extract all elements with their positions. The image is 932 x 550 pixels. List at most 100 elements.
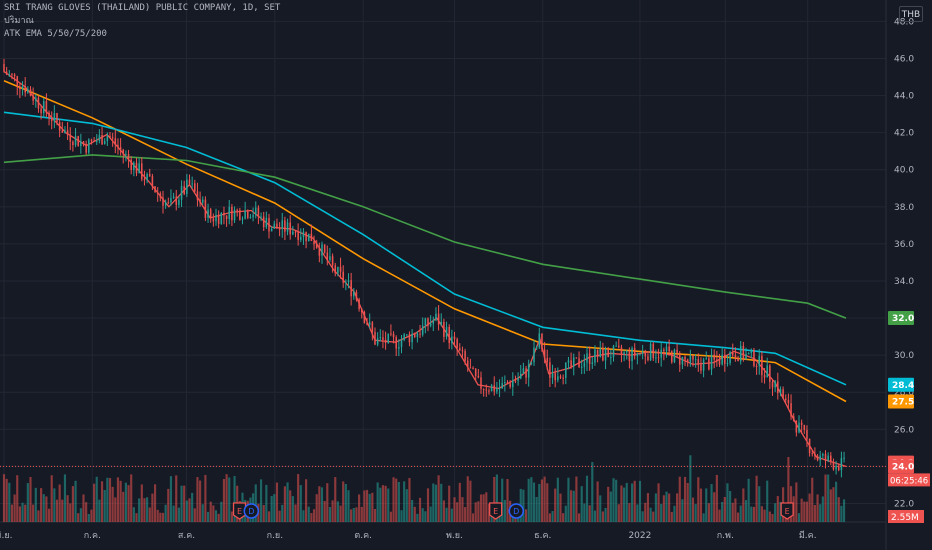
volume-bar (106, 477, 109, 522)
volume-bar (723, 497, 726, 522)
volume-bar (339, 505, 342, 522)
candle-body (840, 458, 843, 471)
legend-volume[interactable]: ปริมาณ (4, 16, 34, 26)
candle-body (822, 453, 824, 456)
candle-body (443, 321, 445, 337)
candle-body (345, 281, 347, 283)
candle-body (710, 354, 713, 370)
volume-bar (445, 507, 448, 522)
price-label: 27.5 (892, 397, 914, 407)
candle-body (660, 349, 662, 358)
candle-body (406, 334, 408, 336)
volume-bar (188, 498, 191, 522)
candle-body (716, 359, 718, 361)
candle-body (559, 376, 562, 378)
candle-body (832, 461, 835, 470)
candle-body (448, 326, 450, 344)
volume-bar (124, 482, 127, 522)
candle-body (543, 349, 546, 358)
ema-line (3, 111, 847, 386)
volume-bar (177, 507, 180, 522)
candle-body (782, 389, 784, 399)
candle-body (480, 377, 482, 389)
volume-bar (350, 509, 353, 522)
volume-bar (448, 485, 451, 522)
volume-bar (583, 503, 586, 522)
volume-bar (768, 511, 771, 522)
volume-bar (697, 477, 700, 522)
candle-body (649, 343, 652, 361)
legend-symbol[interactable]: SRI TRANG GLOVES (THAILAND) PUBLIC COMPA… (4, 3, 281, 13)
volume-bar (225, 474, 228, 522)
candle-body (368, 322, 371, 325)
candle-body (538, 333, 541, 348)
event-letter: E (237, 507, 242, 516)
candle-body (429, 323, 432, 326)
candle-body (141, 163, 143, 180)
candle-body (641, 351, 644, 354)
volume-bar (156, 509, 159, 522)
volume-bar (58, 484, 61, 522)
volume-bar (842, 499, 846, 522)
candle-body (53, 113, 56, 122)
volume-bar (222, 479, 226, 522)
candle-body (811, 453, 814, 455)
volume-bar (800, 498, 803, 522)
candle-body (154, 186, 156, 193)
currency-button[interactable]: THB (899, 6, 923, 22)
time-tick-label: มิ.ย. (0, 530, 12, 541)
volume-bar (199, 480, 202, 522)
candle-body (286, 222, 289, 232)
volume-bar (24, 504, 27, 522)
ema-lines (3, 70, 847, 468)
candle-body (618, 345, 620, 348)
candle-body (350, 280, 352, 297)
candle-body (692, 355, 694, 360)
candle-body (676, 349, 678, 353)
volume-bar (172, 505, 175, 522)
volume-bar (373, 509, 377, 522)
volume-bar (381, 485, 385, 522)
volume-bar (503, 500, 506, 522)
candle-body (784, 398, 787, 400)
volume-bar (299, 485, 302, 522)
volume-bar (148, 507, 151, 522)
volume-bar (461, 497, 464, 522)
candle-body (215, 214, 217, 222)
volume-bar (294, 504, 297, 522)
volume-bar (259, 479, 263, 522)
price-tick-label: 22.0 (894, 499, 914, 509)
candle-body (392, 333, 395, 338)
volume-bar (323, 500, 326, 522)
candle-body (114, 138, 117, 145)
candle-body (750, 349, 753, 354)
volume-bar (32, 504, 35, 522)
time-axis[interactable]: มิ.ย. ก.ค. ส.ค. ก.ย. ต.ค. พ.ย. ธ.ค. 2022 ก.พ. มี.… (0, 530, 817, 541)
time-tick-label: ก.ย. (267, 531, 283, 541)
volume-bar (273, 494, 276, 522)
price-axis[interactable]: 22.0 24.0 26.0 28.0 30.0 32.0 34.0 36.0 38.0 40.0… (888, 17, 930, 523)
candle-body (48, 112, 50, 119)
volume-bar (416, 513, 419, 522)
candle-body (98, 135, 101, 141)
candle-body (223, 212, 225, 216)
volume-bar (750, 506, 753, 522)
candle-body (64, 130, 66, 133)
candle-body (806, 430, 808, 439)
candle-body (419, 333, 421, 335)
volume-bar (625, 482, 628, 522)
volume-bar (379, 487, 382, 522)
candle-body (19, 86, 21, 90)
candle-body (265, 218, 268, 228)
volume-bar (479, 494, 483, 522)
volume-bar (387, 488, 390, 522)
grid-lines (0, 0, 887, 550)
legend-indicator[interactable]: ATK EMA 5/50/75/200 (4, 29, 107, 39)
candle-body (612, 345, 615, 358)
volume-bar (546, 483, 549, 522)
candle-body (535, 347, 538, 349)
candle-body (289, 222, 291, 235)
candle-body (578, 358, 580, 368)
